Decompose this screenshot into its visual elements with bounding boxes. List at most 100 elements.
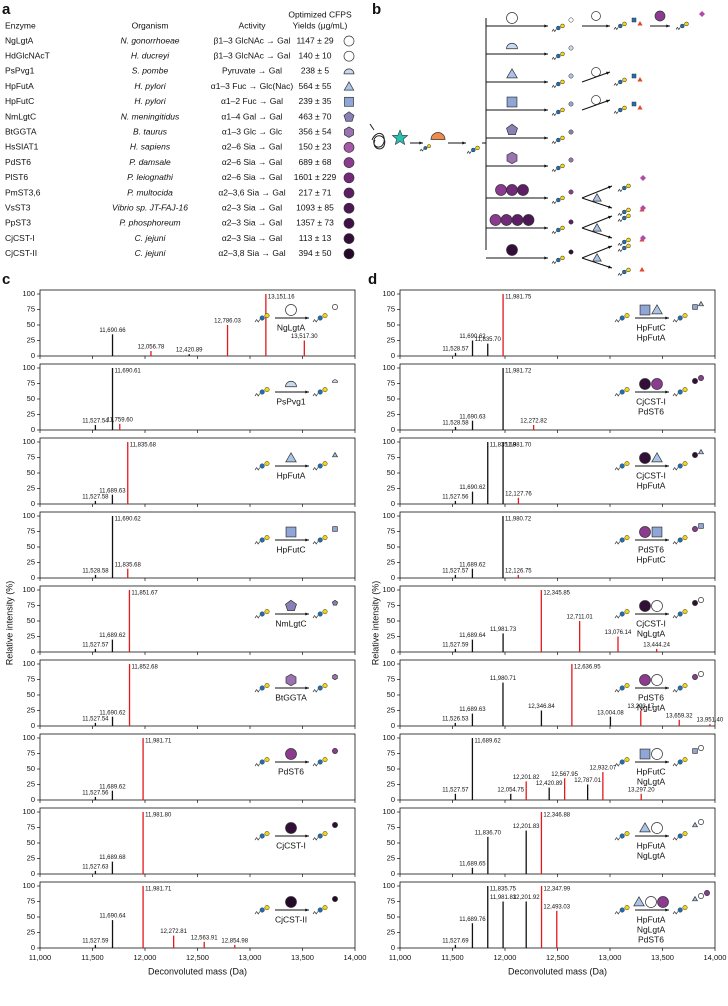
enzyme-label: HpFutA xyxy=(637,332,666,342)
enzyme-symbol xyxy=(651,526,663,538)
product-residue xyxy=(692,452,698,458)
arrow-line xyxy=(581,215,613,229)
added-residue xyxy=(568,157,574,163)
y-tick-label: 0 xyxy=(31,351,35,360)
peak-label: 11,689.62 xyxy=(99,633,126,639)
y-tick-label: 50 xyxy=(27,764,35,773)
glcnac-residue xyxy=(677,685,683,691)
y-tick-label: 100 xyxy=(22,807,35,816)
product-residue xyxy=(332,896,338,902)
pathway-enzyme-symbol xyxy=(654,10,666,22)
gal-residue xyxy=(624,387,630,393)
gal-residue xyxy=(624,461,630,467)
y-tick-label: 0 xyxy=(391,869,395,878)
gal-residue xyxy=(322,831,328,837)
enzyme-symbol xyxy=(344,96,354,107)
peak-label: 11,528.58 xyxy=(82,568,109,574)
y-tick-label: 50 xyxy=(27,468,35,477)
glcnac-residue xyxy=(556,137,561,143)
product-residue xyxy=(698,671,704,677)
enzyme-symbol xyxy=(639,748,651,760)
glcnac-residue xyxy=(259,389,265,395)
gal-residue xyxy=(264,313,270,319)
glcnac-residue xyxy=(677,315,683,321)
y-tick-label: 100 xyxy=(382,289,395,298)
y-tick-label: 75 xyxy=(387,600,395,609)
y-tick-label: 25 xyxy=(27,631,35,640)
gal-residue xyxy=(626,213,631,219)
peptide-zigzag xyxy=(551,84,557,89)
y-tick-label: 75 xyxy=(387,674,395,683)
y-tick-label: 0 xyxy=(391,795,395,804)
enzyme-name: NgLgtA xyxy=(5,35,34,45)
gal-residue xyxy=(264,387,270,393)
organism-name: C. jejuni xyxy=(135,233,167,243)
x-tick-label: 11,500 xyxy=(81,953,103,962)
enzyme-symbol xyxy=(651,304,663,315)
peptide-zigzag xyxy=(675,26,681,31)
product-residue xyxy=(332,822,338,828)
peak-label: 11,981.71 xyxy=(145,887,172,893)
panel-label: c xyxy=(2,271,10,288)
peak-label: 12,201.83 xyxy=(513,824,540,830)
panel-label: d xyxy=(368,271,377,288)
enzyme-activity: α2–3 Sia → Gal xyxy=(222,233,282,243)
pathway-enzyme-symbol xyxy=(591,11,601,21)
y-tick-label: 25 xyxy=(27,483,35,492)
arrow-head xyxy=(544,108,548,112)
product-residue xyxy=(332,304,338,310)
enzyme-symbol xyxy=(343,68,355,75)
peptide-zigzag xyxy=(672,392,679,397)
peptide-zigzag xyxy=(312,762,319,767)
arrow-head xyxy=(544,164,548,168)
peptide-zigzag xyxy=(312,910,319,915)
y-tick-label: 25 xyxy=(387,705,395,714)
peptide-zigzag xyxy=(617,248,623,253)
peak-label: 12,420.89 xyxy=(536,781,563,787)
nglt-symbol xyxy=(430,132,446,140)
glcnac-residue xyxy=(622,209,627,215)
y-tick-label: 0 xyxy=(391,647,395,656)
table-header: Organism xyxy=(132,20,169,30)
arrow-head xyxy=(665,612,669,616)
peak-label: 12,346.88 xyxy=(543,813,570,819)
gal-residue xyxy=(682,831,688,837)
enzyme-activity: α1–2 Fuc → Gal xyxy=(221,96,283,106)
glcnac-residue xyxy=(618,107,623,113)
arrow-head xyxy=(305,390,309,394)
glcnac-residue xyxy=(677,389,683,395)
enzyme-symbol xyxy=(343,142,355,153)
enzyme-activity: α2–3 Sia → Gal xyxy=(222,202,282,212)
y-tick-label: 25 xyxy=(387,631,395,640)
organism-name: P. leiognathi xyxy=(127,172,174,182)
product-residue xyxy=(692,378,698,384)
peak-label: 12,346.84 xyxy=(528,704,555,710)
y-tick-label: 50 xyxy=(387,838,395,847)
ogt-star xyxy=(391,129,409,146)
y-tick-label: 50 xyxy=(387,320,395,329)
enzyme-name: HpFutC xyxy=(5,96,34,106)
glcnac-residue xyxy=(619,389,625,395)
peak-label: 12,056.78 xyxy=(138,345,165,351)
y-tick-label: 25 xyxy=(27,335,35,344)
gal-residue xyxy=(682,757,688,763)
glcnac-residue xyxy=(317,907,323,913)
enzyme-label: HpFutA xyxy=(637,840,666,850)
added-residue xyxy=(640,205,646,211)
pathway-enzyme-symbol xyxy=(517,184,529,196)
enzyme-label: PdST6 xyxy=(638,406,664,416)
peptide-zigzag xyxy=(672,688,679,693)
enzyme-label: PsPvg1 xyxy=(276,396,306,406)
y-tick-label: 100 xyxy=(22,511,35,520)
y-tick-label: 50 xyxy=(387,764,395,773)
arrow-head xyxy=(665,538,669,542)
enzyme-symbol xyxy=(343,35,355,47)
peak-label: 12,493.03 xyxy=(543,904,570,910)
table-header: Activity xyxy=(239,20,267,30)
arrow-line xyxy=(581,257,613,269)
y-tick-label: 100 xyxy=(22,363,35,372)
table-header: Optimized CFPS xyxy=(288,9,352,19)
peptide-zigzag xyxy=(551,140,557,145)
y-tick-label: 100 xyxy=(382,659,395,668)
